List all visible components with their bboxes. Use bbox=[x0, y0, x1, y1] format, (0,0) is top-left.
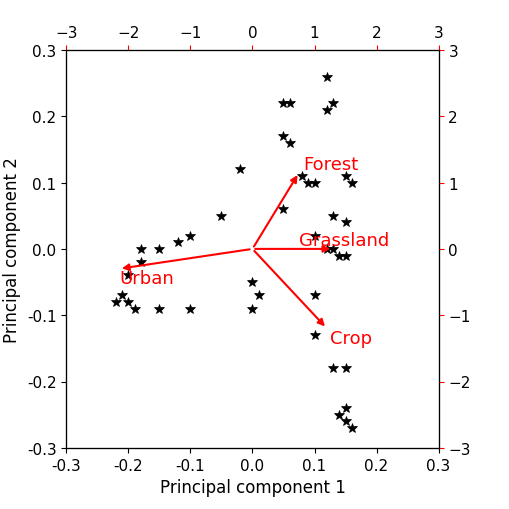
Text: Forest: Forest bbox=[303, 156, 358, 174]
Text: Urban: Urban bbox=[119, 270, 174, 288]
X-axis label: Principal component 1: Principal component 1 bbox=[159, 478, 345, 496]
Text: Grassland: Grassland bbox=[298, 232, 388, 250]
Text: Crop: Crop bbox=[329, 330, 372, 348]
Y-axis label: Principal component 2: Principal component 2 bbox=[3, 157, 21, 342]
